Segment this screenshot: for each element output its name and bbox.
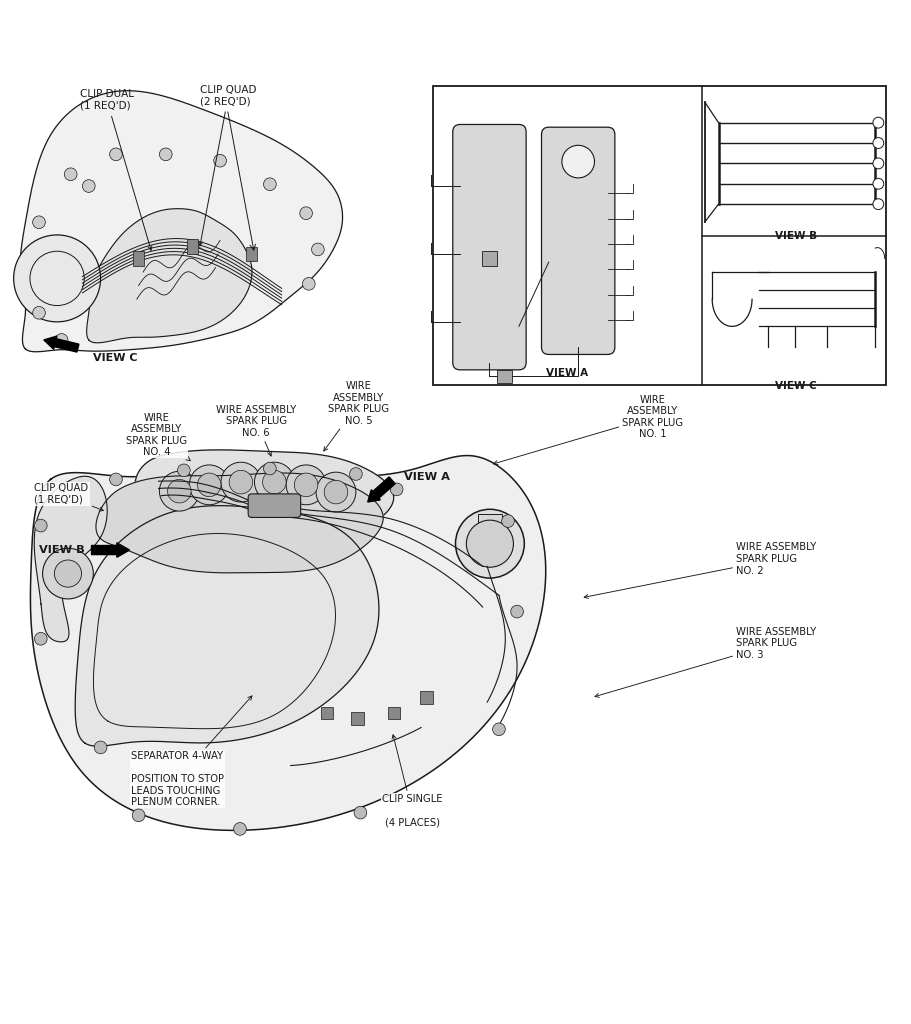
- Circle shape: [214, 155, 227, 167]
- Circle shape: [178, 464, 190, 477]
- Circle shape: [254, 462, 294, 502]
- Circle shape: [109, 473, 122, 485]
- FancyArrow shape: [44, 336, 79, 352]
- Text: VIEW C: VIEW C: [775, 381, 816, 391]
- Circle shape: [33, 216, 46, 228]
- Circle shape: [294, 473, 318, 497]
- Bar: [321, 707, 333, 719]
- Text: WIRE
ASSEMBLY
SPARK PLUG
NO. 5: WIRE ASSEMBLY SPARK PLUG NO. 5: [323, 381, 389, 451]
- Circle shape: [221, 462, 261, 502]
- Circle shape: [263, 178, 276, 190]
- Circle shape: [132, 809, 145, 821]
- Circle shape: [94, 741, 107, 754]
- Circle shape: [35, 519, 47, 531]
- Polygon shape: [96, 473, 384, 572]
- Circle shape: [233, 822, 246, 836]
- Circle shape: [300, 207, 312, 219]
- Circle shape: [65, 168, 77, 180]
- Circle shape: [159, 471, 200, 511]
- Bar: [387, 707, 400, 719]
- Bar: [482, 252, 496, 266]
- Circle shape: [562, 145, 595, 178]
- Circle shape: [873, 117, 884, 128]
- Circle shape: [511, 605, 524, 617]
- Circle shape: [56, 334, 68, 346]
- Circle shape: [14, 234, 100, 322]
- Polygon shape: [135, 450, 394, 535]
- Circle shape: [350, 468, 363, 480]
- Circle shape: [316, 472, 356, 512]
- Circle shape: [109, 148, 122, 161]
- Circle shape: [502, 515, 515, 527]
- Circle shape: [262, 470, 286, 494]
- Text: SEPARATOR 4-WAY

POSITION TO STOP
LEADS TOUCHING
PLENUM CORNER.: SEPARATOR 4-WAY POSITION TO STOP LEADS T…: [131, 696, 252, 807]
- Circle shape: [230, 470, 252, 494]
- Circle shape: [873, 178, 884, 189]
- Circle shape: [189, 465, 230, 505]
- Circle shape: [354, 806, 367, 819]
- Text: WIRE
ASSEMBLY
SPARK PLUG
NO. 1: WIRE ASSEMBLY SPARK PLUG NO. 1: [494, 394, 683, 465]
- FancyBboxPatch shape: [541, 127, 615, 354]
- Polygon shape: [30, 456, 546, 830]
- Bar: [478, 514, 502, 541]
- Text: WIRE
ASSEMBLY
SPARK PLUG
NO. 4: WIRE ASSEMBLY SPARK PLUG NO. 4: [126, 413, 190, 461]
- Text: CLIP QUAD
(2 REQ'D): CLIP QUAD (2 REQ'D): [199, 85, 257, 246]
- Circle shape: [263, 462, 276, 475]
- Bar: [420, 691, 433, 703]
- Circle shape: [873, 158, 884, 169]
- Text: WIRE ASSEMBLY
SPARK PLUG
NO. 6: WIRE ASSEMBLY SPARK PLUG NO. 6: [216, 404, 296, 456]
- Circle shape: [198, 473, 221, 497]
- Circle shape: [324, 480, 348, 504]
- Circle shape: [286, 465, 326, 505]
- Circle shape: [312, 243, 324, 256]
- Circle shape: [35, 633, 47, 645]
- FancyBboxPatch shape: [248, 494, 301, 517]
- Circle shape: [390, 483, 403, 496]
- Bar: [246, 247, 257, 261]
- Circle shape: [33, 306, 46, 319]
- Bar: [188, 240, 199, 254]
- Bar: [133, 251, 144, 265]
- Bar: [433, 86, 885, 385]
- Circle shape: [168, 479, 191, 503]
- Text: CLIP SINGLE

(4 PLACES): CLIP SINGLE (4 PLACES): [382, 735, 442, 827]
- Circle shape: [873, 199, 884, 210]
- Circle shape: [43, 548, 93, 599]
- Bar: [352, 712, 364, 725]
- FancyArrow shape: [91, 543, 129, 557]
- Text: VIEW B: VIEW B: [774, 231, 817, 242]
- Circle shape: [493, 723, 506, 735]
- Polygon shape: [87, 209, 252, 343]
- Polygon shape: [35, 476, 107, 642]
- FancyArrow shape: [368, 477, 395, 502]
- Text: VIEW B: VIEW B: [39, 545, 85, 555]
- Circle shape: [159, 148, 172, 161]
- Circle shape: [83, 179, 95, 193]
- Text: WIRE ASSEMBLY
SPARK PLUG
NO. 3: WIRE ASSEMBLY SPARK PLUG NO. 3: [595, 627, 816, 697]
- Polygon shape: [20, 91, 343, 352]
- Polygon shape: [76, 506, 379, 746]
- Text: VIEW A: VIEW A: [547, 368, 589, 378]
- Text: WIRE ASSEMBLY
SPARK PLUG
NO. 2: WIRE ASSEMBLY SPARK PLUG NO. 2: [584, 543, 816, 598]
- Text: VIEW C: VIEW C: [93, 352, 138, 362]
- Text: CLIP DUAL
(1 REQ'D): CLIP DUAL (1 REQ'D): [80, 89, 152, 250]
- Bar: [497, 370, 512, 383]
- Circle shape: [302, 278, 315, 290]
- Text: VIEW A: VIEW A: [404, 472, 450, 481]
- Text: CLIP QUAD
(1 REQ'D): CLIP QUAD (1 REQ'D): [35, 483, 103, 511]
- Circle shape: [456, 509, 525, 579]
- Circle shape: [466, 520, 514, 567]
- Circle shape: [873, 137, 884, 148]
- Circle shape: [55, 560, 82, 587]
- FancyBboxPatch shape: [453, 125, 527, 370]
